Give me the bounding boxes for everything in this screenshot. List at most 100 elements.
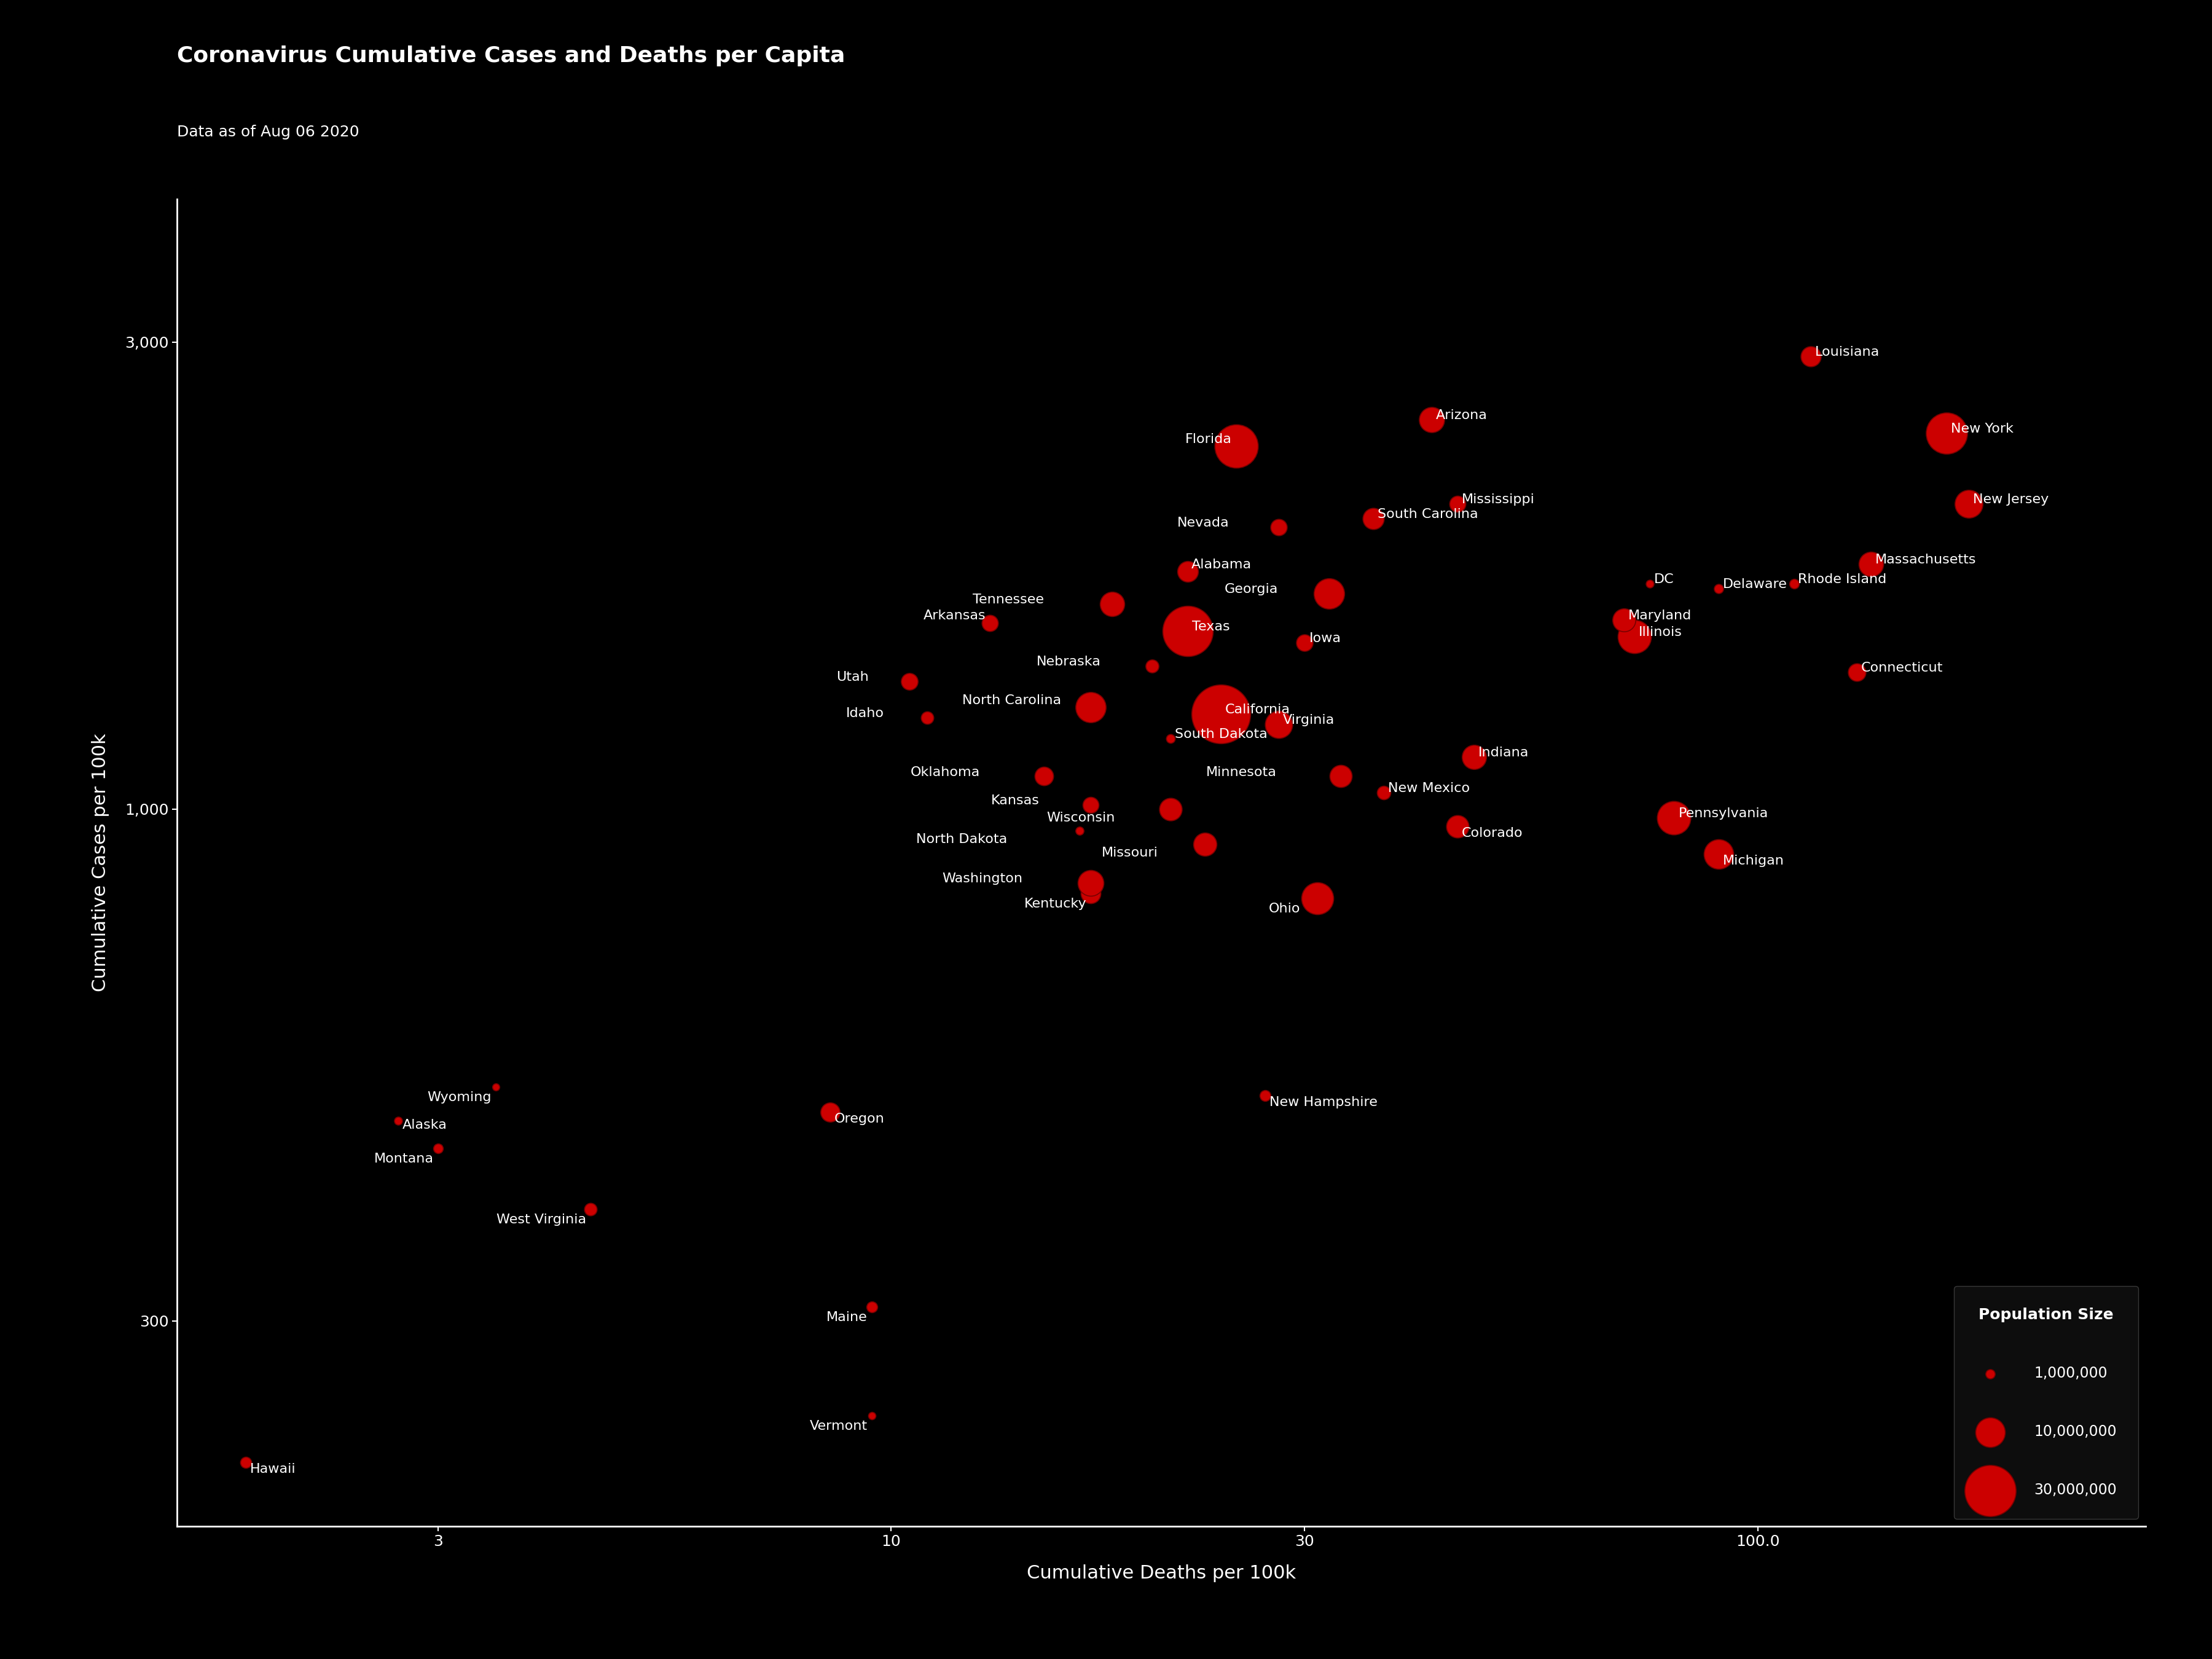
Point (1323, 763, 1358, 790)
Text: New Jersey: New Jersey (1973, 493, 2048, 506)
Text: New Hampshire: New Hampshire (1270, 1097, 1378, 1108)
Point (1854, 551, 1889, 577)
Text: South Dakota: South Dakota (1175, 728, 1267, 740)
Point (812, 1098, 847, 1125)
Point (1298, 886, 1334, 912)
Point (1248, 1082, 1283, 1108)
Text: Arizona: Arizona (1436, 410, 1486, 421)
Text: Nevada: Nevada (1177, 518, 1230, 529)
Point (573, 1196, 608, 1223)
Point (973, 609, 1009, 635)
Point (1219, 433, 1254, 460)
Point (1440, 491, 1475, 518)
Point (1073, 881, 1108, 907)
Text: Rhode Island: Rhode Island (1798, 572, 1887, 586)
Text: Arkansas: Arkansas (922, 611, 987, 622)
Point (1701, 576, 1736, 602)
Point (1261, 712, 1296, 738)
Point (1287, 629, 1323, 655)
Point (1073, 693, 1108, 720)
Point (1413, 406, 1449, 433)
Text: New York: New York (1951, 423, 2013, 435)
Text: California: California (1225, 703, 1290, 717)
Text: Delaware: Delaware (1723, 577, 1787, 591)
Point (1356, 506, 1391, 533)
Text: New Mexico: New Mexico (1387, 781, 1469, 795)
Point (1929, 420, 1964, 446)
Text: Oklahoma: Oklahoma (909, 766, 980, 778)
Text: Wisconsin: Wisconsin (1046, 811, 1115, 825)
Point (1455, 743, 1491, 770)
Text: Kansas: Kansas (991, 795, 1040, 806)
Point (420, 1135, 456, 1161)
Point (1073, 869, 1108, 896)
Text: Massachusetts: Massachusetts (1876, 554, 1975, 566)
Text: Minnesota: Minnesota (1206, 766, 1276, 778)
Text: Alabama: Alabama (1192, 557, 1252, 571)
Text: North Carolina: North Carolina (962, 695, 1062, 707)
Text: Wyoming: Wyoming (427, 1092, 491, 1103)
Point (1632, 571, 1668, 597)
Point (854, 1294, 889, 1321)
Point (1367, 780, 1402, 806)
Point (1170, 617, 1206, 644)
X-axis label: Cumulative Deaths per 100k: Cumulative Deaths per 100k (1026, 1564, 1296, 1583)
Text: Mississippi: Mississippi (1462, 493, 1535, 506)
Point (1838, 659, 1874, 685)
Point (909, 705, 945, 732)
Text: Oregon: Oregon (834, 1113, 885, 1125)
Point (1951, 491, 1986, 518)
Point (1152, 725, 1188, 752)
Text: South Carolina: South Carolina (1378, 508, 1478, 521)
Point (1776, 571, 1812, 597)
Point (1026, 763, 1062, 790)
Text: Hawaii: Hawaii (250, 1463, 296, 1475)
Text: DC: DC (1655, 572, 1674, 586)
Text: Connecticut: Connecticut (1860, 662, 1942, 674)
Text: Montana: Montana (374, 1153, 434, 1165)
Text: Louisiana: Louisiana (1814, 347, 1880, 358)
Text: Maryland: Maryland (1628, 609, 1692, 622)
Text: Kentucky: Kentucky (1024, 898, 1086, 909)
Point (1152, 796, 1188, 823)
Point (1617, 624, 1652, 650)
Legend: 1,000,000, 10,000,000, 30,000,000: 1,000,000, 10,000,000, 30,000,000 (1953, 1286, 2139, 1520)
Point (1062, 818, 1097, 844)
Text: Washington: Washington (942, 873, 1022, 884)
Text: Indiana: Indiana (1478, 747, 1528, 758)
Point (854, 1402, 889, 1428)
Point (1095, 591, 1130, 617)
Point (1188, 831, 1223, 858)
Text: Illinois: Illinois (1639, 627, 1681, 639)
Text: Maine: Maine (827, 1311, 867, 1324)
Point (891, 669, 927, 695)
Point (1440, 813, 1475, 839)
Point (1606, 607, 1641, 634)
Text: Data as of Aug 06 2020: Data as of Aug 06 2020 (177, 124, 358, 139)
Text: North Dakota: North Dakota (916, 833, 1006, 846)
Text: Pennsylvania: Pennsylvania (1679, 808, 1767, 820)
Text: Michigan: Michigan (1723, 854, 1785, 866)
Text: Idaho: Idaho (847, 707, 885, 720)
Text: Texas: Texas (1192, 620, 1230, 634)
Point (1073, 791, 1108, 818)
Point (228, 1448, 263, 1475)
Text: Alaska: Alaska (403, 1120, 447, 1131)
Text: Utah: Utah (836, 672, 869, 684)
Text: Nebraska: Nebraska (1037, 655, 1102, 669)
Point (1170, 557, 1206, 584)
Text: Florida: Florida (1186, 433, 1232, 445)
Text: Virginia: Virginia (1283, 713, 1334, 727)
Point (1701, 841, 1736, 868)
Point (478, 1073, 513, 1100)
Text: Georgia: Georgia (1223, 584, 1279, 596)
Text: Tennessee: Tennessee (973, 594, 1044, 606)
Point (1312, 581, 1347, 607)
Text: Colorado: Colorado (1462, 828, 1522, 839)
Point (1261, 514, 1296, 541)
Point (1203, 702, 1239, 728)
Text: West Virginia: West Virginia (495, 1213, 586, 1226)
Point (1135, 652, 1170, 679)
Text: Coronavirus Cumulative Cases and Deaths per Capita: Coronavirus Cumulative Cases and Deaths … (177, 45, 845, 66)
Text: Vermont: Vermont (810, 1420, 867, 1432)
